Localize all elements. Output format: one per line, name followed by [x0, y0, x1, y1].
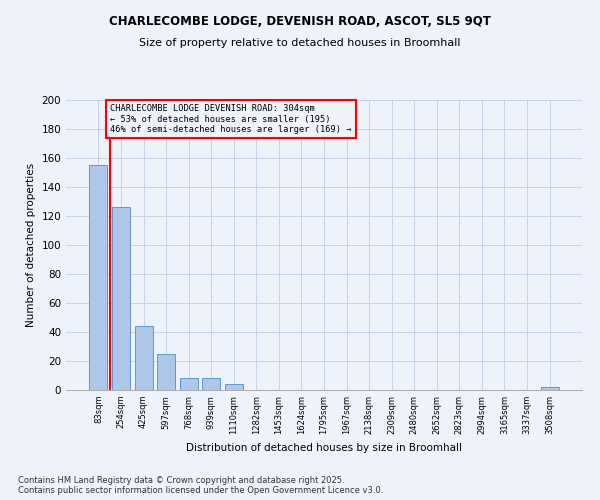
- Bar: [89, 165, 107, 390]
- Bar: [112, 208, 130, 390]
- Bar: [179, 378, 198, 390]
- Bar: [157, 354, 175, 390]
- Bar: [134, 326, 152, 390]
- Y-axis label: Number of detached properties: Number of detached properties: [26, 163, 36, 327]
- Text: CHARLECOMBE LODGE DEVENISH ROAD: 304sqm
← 53% of detached houses are smaller (19: CHARLECOMBE LODGE DEVENISH ROAD: 304sqm …: [110, 104, 352, 134]
- Bar: [225, 384, 243, 390]
- Bar: [202, 378, 220, 390]
- Text: Contains HM Land Registry data © Crown copyright and database right 2025.
Contai: Contains HM Land Registry data © Crown c…: [18, 476, 383, 495]
- Bar: [541, 387, 559, 390]
- X-axis label: Distribution of detached houses by size in Broomhall: Distribution of detached houses by size …: [186, 442, 462, 452]
- Text: Size of property relative to detached houses in Broomhall: Size of property relative to detached ho…: [139, 38, 461, 48]
- Text: CHARLECOMBE LODGE, DEVENISH ROAD, ASCOT, SL5 9QT: CHARLECOMBE LODGE, DEVENISH ROAD, ASCOT,…: [109, 15, 491, 28]
